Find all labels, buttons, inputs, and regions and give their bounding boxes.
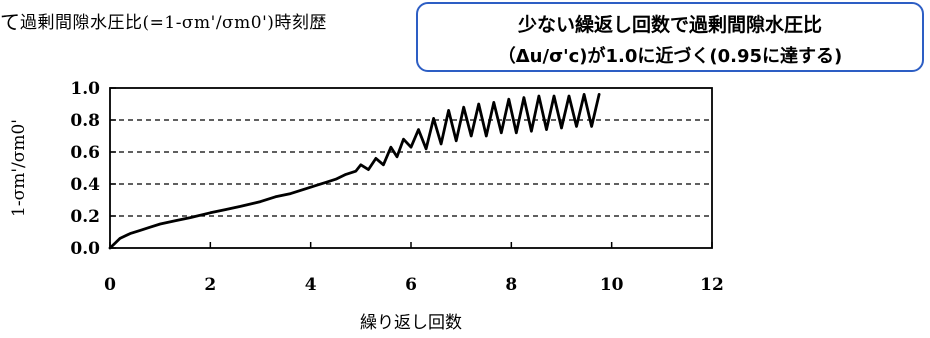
x-tick-label-1: 2 — [204, 275, 216, 295]
x-tick-label-6: 12 — [700, 275, 724, 295]
grid-layer — [110, 119, 712, 217]
y-axis-title: 1-σm'/σm0' — [9, 119, 29, 217]
x-tick-label-4: 8 — [505, 275, 517, 295]
plot-frame — [109, 87, 713, 249]
y-tick-label-1: 0.2 — [70, 207, 100, 227]
annotation-callout: 少ない繰返し回数で過剰間隙水圧比 （Δu/σ'c)が1.0に近づく(0.95に達… — [416, 2, 924, 72]
x-axis-title: 繰り返し回数 — [360, 313, 462, 333]
x-tick-label-0: 0 — [104, 275, 116, 295]
y-tick-label-3: 0.6 — [70, 143, 100, 163]
series-line-0 — [108, 93, 601, 250]
y-tick-label-5: 1.0 — [70, 79, 100, 99]
x-tick-label-3: 6 — [405, 275, 417, 295]
x-tick-label-5: 10 — [600, 275, 624, 295]
y-tick-label-4: 0.8 — [70, 111, 100, 131]
chart-title: 過剰間隙水圧比(=1-σm'/σm0')時刻歴 — [20, 13, 327, 33]
y-tick-label-0: 0.0 — [70, 239, 100, 259]
title-prefix-glyph: て — [0, 10, 20, 34]
series-layer — [108, 93, 601, 250]
plot-border — [109, 87, 713, 249]
callout-line-2: （Δu/σ'c)が1.0に近づく(0.95に達する) — [497, 46, 843, 67]
y-tick-label-2: 0.4 — [70, 175, 100, 195]
tick-layer: 0 2 4 6 8 10 12 0.0 0.2 0.4 0.6 0.8 1.0 — [70, 79, 723, 295]
callout-line-1: 少ない繰返し回数で過剰間隙水圧比 — [517, 14, 822, 36]
x-tick-label-2: 4 — [305, 275, 317, 295]
